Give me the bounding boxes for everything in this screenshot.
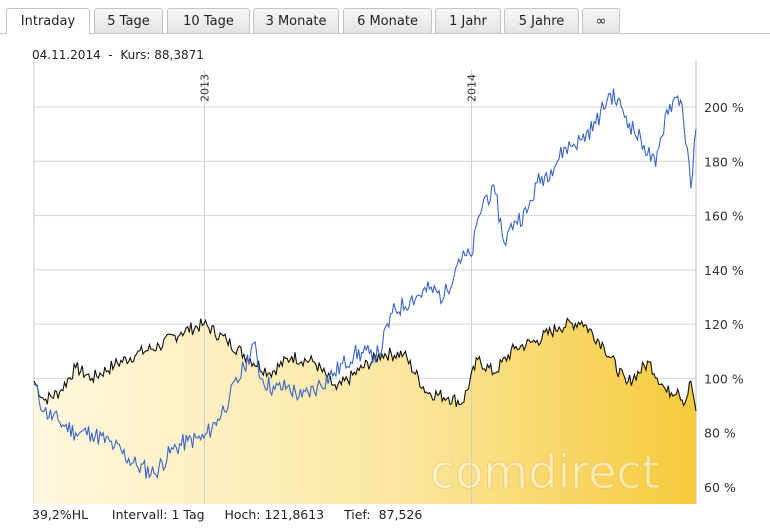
year-label-2013: 2013 (199, 74, 212, 102)
tab-infinity[interactable]: ∞ (582, 8, 620, 33)
header-date: 04.11.2014 (32, 48, 101, 62)
tab-3-monate[interactable]: 3 Monate (253, 8, 339, 33)
footer-tief-label: Tief: (344, 507, 371, 522)
y-tick-label: 60 % (704, 480, 736, 495)
y-tick-label: 120 % (704, 317, 744, 332)
comdirect-watermark: comdirect (430, 445, 660, 499)
footer-interval-label: Intervall: (111, 507, 168, 522)
y-tick-label: 200 % (704, 100, 744, 115)
y-axis-ticks: 60 % 80 % 100 % 120 % 140 % 160 % 180 % 200 % (704, 100, 744, 495)
y-tick-label: 140 % (704, 263, 744, 278)
tab-bar-baseline (0, 33, 770, 34)
year-markers: 2013 2014 (199, 70, 479, 504)
header-kurs-value: 88,3871 (154, 48, 204, 62)
price-chart: comdirect 2013 2014 60 % 80 % 100 % 120 % 140… (33, 60, 744, 504)
footer-tief-value: 87,526 (378, 507, 423, 522)
footer-hoch-label: Hoch: (224, 507, 261, 522)
footer-interval-value: 1 Tag (171, 507, 205, 522)
chart-footer: 39,2%HL Intervall: 1 Tag Hoch: 121,8613 … (32, 507, 422, 522)
tab-6-monate[interactable]: 6 Monate (343, 8, 432, 33)
tab-intraday[interactable]: Intraday (6, 8, 90, 34)
y-tick-label: 100 % (704, 371, 744, 386)
tab-5-jahre[interactable]: 5 Jahre (504, 8, 579, 33)
price-header: 04.11.2014 - Kurs: 88,3871 (32, 48, 204, 62)
footer-hoch-value: 121,8613 (264, 507, 325, 522)
blue-series-line (33, 88, 697, 480)
tab-10-tage[interactable]: 10 Tage (167, 8, 250, 33)
period-tab-bar: Intraday 5 Tage 10 Tage 3 Monate 6 Monat… (0, 0, 770, 34)
y-tick-label: 180 % (704, 154, 744, 169)
y-tick-label: 160 % (704, 209, 744, 224)
tab-1-jahr[interactable]: 1 Jahr (435, 8, 501, 33)
year-label-2014: 2014 (466, 74, 479, 102)
black-series-line (33, 317, 697, 412)
footer-hl: 39,2%HL (32, 507, 89, 522)
tab-5-tage[interactable]: 5 Tage (94, 8, 163, 33)
black-series-area (34, 318, 696, 504)
header-separator: - (108, 48, 113, 62)
header-kurs-label: Kurs: (120, 48, 151, 62)
y-tick-label: 80 % (704, 426, 736, 441)
